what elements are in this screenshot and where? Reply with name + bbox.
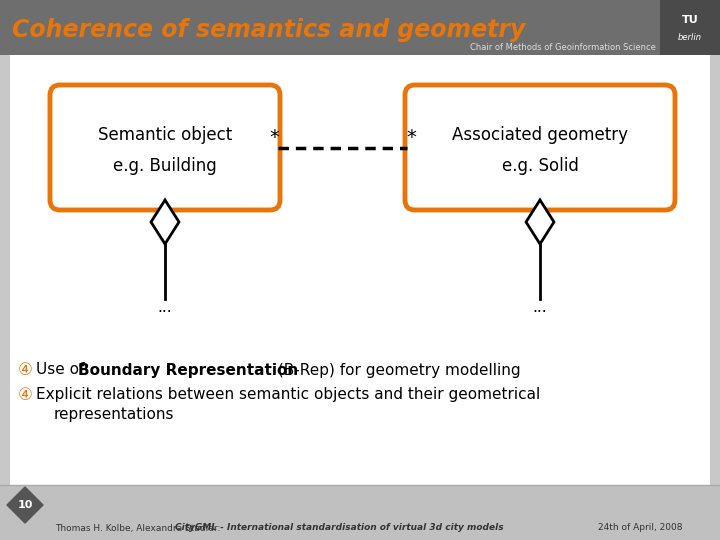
Text: *: * [269,128,279,147]
Text: TU: TU [682,15,698,25]
Text: *: * [406,128,416,147]
Text: Thomas H. Kolbe, Alexandra Stadler:: Thomas H. Kolbe, Alexandra Stadler: [55,523,223,532]
Text: ④: ④ [18,361,33,379]
Polygon shape [7,487,43,523]
Text: Associated geometry: Associated geometry [452,126,628,144]
FancyBboxPatch shape [50,85,280,210]
Text: Semantic object: Semantic object [98,126,232,144]
FancyBboxPatch shape [405,85,675,210]
Text: ...: ... [158,300,172,314]
Text: 24th of April, 2008: 24th of April, 2008 [598,523,683,532]
Text: ...: ... [533,300,547,314]
Text: e.g. Solid: e.g. Solid [502,157,578,176]
Bar [0,485,720,540]
Text: e.g. Building: e.g. Building [113,157,217,176]
Text: CityGML - International standardisation of virtual 3d city models: CityGML - International standardisation … [175,523,503,532]
Text: representations: representations [54,408,174,422]
Text: Boundary Representation: Boundary Representation [78,362,298,377]
Bar [660,0,720,55]
Text: Explicit relations between semantic objects and their geometrical: Explicit relations between semantic obje… [36,388,540,402]
Text: berlin: berlin [678,33,702,43]
Text: 10: 10 [17,500,32,510]
Polygon shape [526,200,554,244]
Text: Use of: Use of [36,362,89,377]
Text: Coherence of semantics and geometry: Coherence of semantics and geometry [12,18,526,42]
Bar [0,0,720,55]
Text: Chair of Methods of Geoinformation Science: Chair of Methods of Geoinformation Scien… [470,44,656,52]
Polygon shape [151,200,179,244]
Bar [10,55,710,485]
Text: ④: ④ [18,386,33,404]
Text: (B-Rep) for geometry modelling: (B-Rep) for geometry modelling [273,362,521,377]
